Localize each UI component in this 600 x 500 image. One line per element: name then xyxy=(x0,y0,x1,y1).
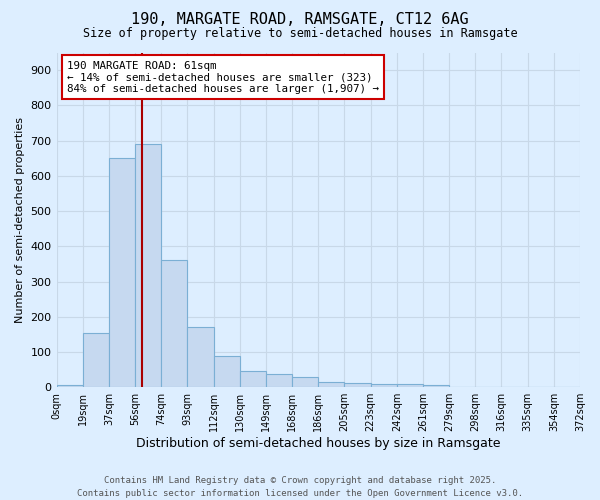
Text: 190 MARGATE ROAD: 61sqm
← 14% of semi-detached houses are smaller (323)
84% of s: 190 MARGATE ROAD: 61sqm ← 14% of semi-de… xyxy=(67,61,379,94)
Bar xyxy=(423,386,449,387)
Bar xyxy=(318,382,344,387)
Bar xyxy=(214,356,240,387)
Bar xyxy=(266,374,292,387)
Bar xyxy=(56,384,83,387)
X-axis label: Distribution of semi-detached houses by size in Ramsgate: Distribution of semi-detached houses by … xyxy=(136,437,500,450)
Bar xyxy=(135,144,161,387)
Bar xyxy=(187,328,214,387)
Bar xyxy=(240,370,266,387)
Y-axis label: Number of semi-detached properties: Number of semi-detached properties xyxy=(15,117,25,323)
Text: 190, MARGATE ROAD, RAMSGATE, CT12 6AG: 190, MARGATE ROAD, RAMSGATE, CT12 6AG xyxy=(131,12,469,28)
Bar xyxy=(344,383,371,387)
Bar xyxy=(292,376,318,387)
Text: Contains HM Land Registry data © Crown copyright and database right 2025.
Contai: Contains HM Land Registry data © Crown c… xyxy=(77,476,523,498)
Bar xyxy=(161,260,187,387)
Bar xyxy=(83,332,109,387)
Text: Size of property relative to semi-detached houses in Ramsgate: Size of property relative to semi-detach… xyxy=(83,28,517,40)
Bar xyxy=(397,384,423,387)
Bar xyxy=(449,386,475,387)
Bar xyxy=(109,158,135,387)
Bar xyxy=(371,384,397,387)
